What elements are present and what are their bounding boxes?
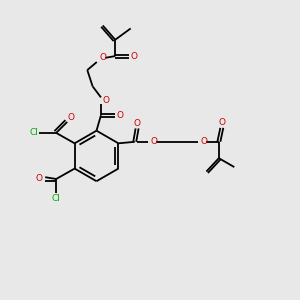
Text: O: O bbox=[200, 137, 208, 146]
Text: O: O bbox=[134, 119, 141, 128]
Text: Cl: Cl bbox=[52, 194, 61, 203]
Text: O: O bbox=[116, 111, 124, 120]
Text: O: O bbox=[218, 118, 225, 127]
Text: O: O bbox=[150, 137, 157, 146]
Text: Cl: Cl bbox=[29, 128, 38, 137]
Text: O: O bbox=[131, 52, 138, 61]
Text: O: O bbox=[68, 113, 75, 122]
Text: O: O bbox=[36, 175, 43, 184]
Text: O: O bbox=[103, 96, 110, 105]
Text: O: O bbox=[99, 53, 106, 62]
